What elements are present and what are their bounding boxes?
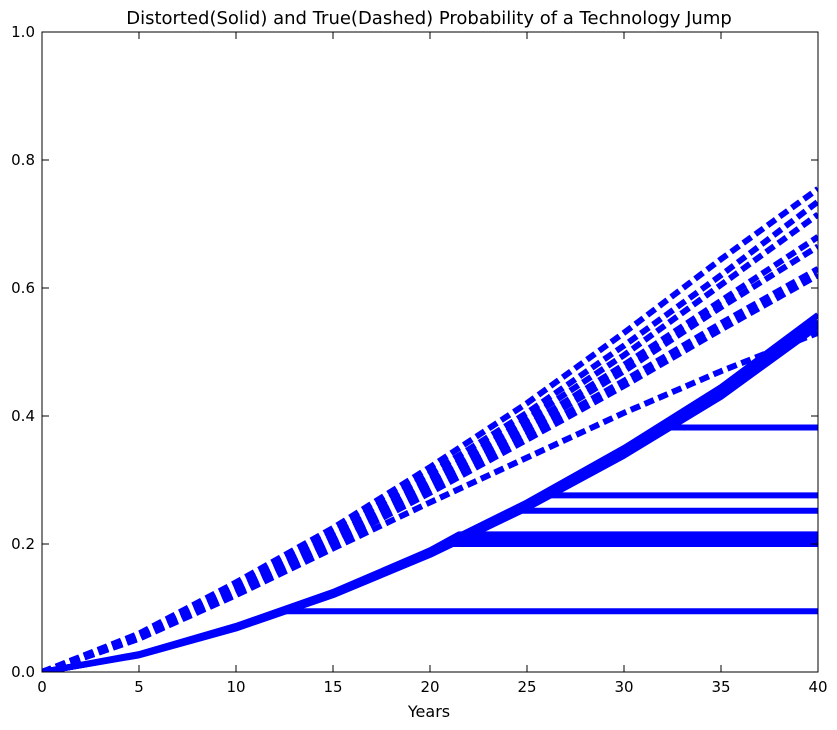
- distorted-probability-line-18: [42, 424, 818, 672]
- x-tick-label: 15: [323, 678, 342, 696]
- chart-title: Distorted(Solid) and True(Dashed) Probab…: [126, 8, 732, 29]
- x-tick-label: 5: [134, 678, 144, 696]
- axes-layer: 0 5 10 15 20 25 30 35 40 0.0 0.2 0.4 0.6 0.8 1.0: [11, 23, 827, 696]
- y-tick-label: 1.0: [11, 23, 35, 41]
- true-probability-line-7: [42, 330, 818, 672]
- x-tick-label: 35: [711, 678, 730, 696]
- x-tick-label: 10: [226, 678, 245, 696]
- x-tick-label: 40: [808, 678, 827, 696]
- y-tick-label: 0.0: [11, 663, 35, 681]
- x-tick-label: 25: [517, 678, 536, 696]
- x-tick-label: 20: [420, 678, 439, 696]
- x-tick-label: 0: [37, 678, 47, 696]
- x-axis-title: Years: [407, 702, 450, 721]
- y-tick-label: 0.8: [11, 151, 35, 169]
- series-layer: [42, 186, 818, 672]
- y-tick-label: 0.6: [11, 279, 35, 297]
- x-tick-label: 30: [614, 678, 633, 696]
- y-tick-label: 0.2: [11, 535, 35, 553]
- y-tick-label: 0.4: [11, 407, 35, 425]
